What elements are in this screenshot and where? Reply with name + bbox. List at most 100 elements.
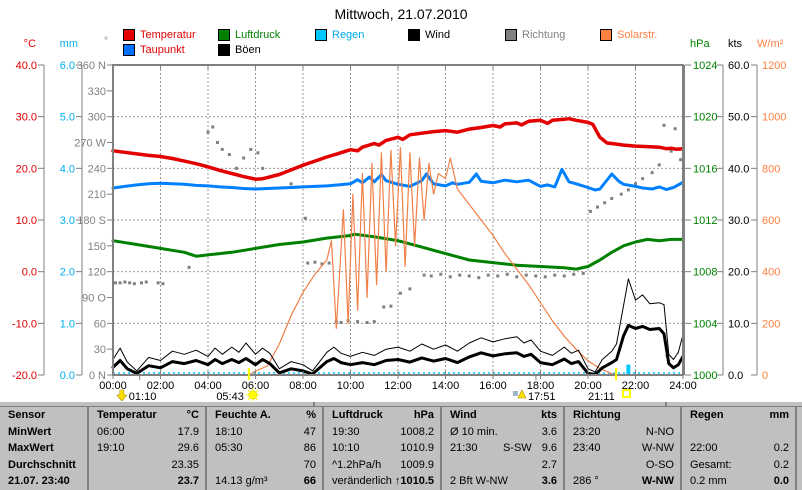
table-cell: 2 Bft W-NW	[450, 475, 508, 488]
table-cell	[690, 424, 789, 440]
rain-tick-label: 0.0	[60, 370, 75, 382]
direction-scatter-point	[662, 123, 666, 127]
pressure-tick-label: 1020	[693, 112, 717, 124]
rain-tick-label: 4.0	[60, 163, 75, 175]
direction-scatter-point	[588, 209, 592, 213]
direction-scatter-point	[123, 280, 127, 284]
table-row: Regen mm	[682, 407, 795, 423]
direction-tick-label: 330	[88, 86, 106, 98]
table-cell: Ø 10 min.	[450, 425, 498, 438]
table-cell: hPa	[413, 409, 434, 421]
direction-scatter-point	[603, 201, 607, 205]
axis-unit-temperature: °C	[23, 38, 36, 50]
direction-scatter-point	[140, 281, 143, 285]
sun-ray	[247, 394, 254, 401]
table-cell: ↑1010.5	[394, 475, 434, 488]
direction-scatter-point	[356, 320, 360, 324]
direction-scatter-point	[581, 271, 585, 275]
direction-tick-label: 30	[94, 344, 106, 356]
table-row: 05:30 86	[207, 440, 322, 456]
table-cell: ^1.2hPa/h	[332, 458, 382, 471]
table-cell: Temperatur	[97, 409, 157, 421]
table-row: Luftdruck hPa	[324, 407, 440, 423]
wind-tick-label: 50.0	[728, 112, 749, 124]
column-regen: Regen mm 22:00 0.2 Gesamt: 0.2 0.2 mm 0.0	[680, 407, 795, 490]
table-cell: Richtung	[573, 409, 621, 421]
axis-unit-rain: mm	[59, 38, 78, 50]
legend-label: Solarstr.	[617, 29, 658, 41]
direction-scatter-point	[216, 141, 219, 144]
direction-scatter-point	[448, 275, 452, 279]
x-axis-label: 14:00	[432, 380, 460, 392]
axis-unit-solar: W/m²	[757, 38, 784, 50]
direction-tick-label: 150	[88, 241, 106, 253]
direction-tick-label: 270 W	[74, 138, 106, 150]
direction-scatter-point	[339, 320, 343, 324]
table-cell: 286 °	[573, 475, 599, 488]
taupunkt-curve	[111, 167, 685, 192]
direction-scatter-point	[303, 216, 307, 220]
table-row: 19:10 29.6	[89, 440, 205, 456]
table-cell: 19:30	[332, 425, 360, 438]
direction-scatter-point	[132, 282, 136, 286]
wind-tick-label: 40.0	[728, 163, 749, 175]
direction-scatter-point	[128, 281, 132, 285]
direction-scatter-point	[422, 273, 426, 277]
x-axis-label: 16:00	[479, 380, 507, 392]
direction-scatter-point	[534, 274, 538, 278]
pressure-tick-label: 1024	[693, 60, 717, 72]
direction-scatter-point	[187, 265, 191, 269]
table-cell: 2.7	[541, 458, 557, 471]
table-row: Ø 10 min. 3.6	[442, 424, 563, 440]
rain-tick-label: 6.0	[60, 60, 75, 72]
x-axis-label: 00:00	[99, 380, 127, 392]
direction-scatter-point	[429, 274, 433, 278]
sun-ray	[252, 394, 259, 401]
legend-item-regen: Regen	[315, 29, 364, 41]
table-row: 23.35	[89, 457, 205, 473]
table-cell: Luftdruck	[332, 409, 383, 421]
table-cell: 0.2	[773, 442, 789, 455]
x-axis-label: 08:00	[289, 380, 317, 392]
temp-tick-label: -10.0	[12, 318, 37, 330]
pressure-tick-label: 1000	[693, 370, 717, 382]
pressure-tick-label: 1008	[693, 267, 717, 279]
splitter-bar	[0, 401, 802, 408]
x-axis-label: 06:00	[242, 380, 270, 392]
direction-scatter-point	[669, 149, 673, 153]
table-row: Richtung	[565, 407, 680, 423]
table-cell: 14.13 g/m³	[215, 475, 268, 488]
rain-bar	[626, 364, 631, 375]
direction-scatter-point	[496, 274, 500, 278]
table-row: 2.7	[442, 457, 563, 473]
direction-scatter-point	[144, 280, 148, 284]
table-cell: veränderlich	[332, 475, 392, 488]
direction-scatter-point	[211, 125, 215, 129]
pressure-tick-label: 1012	[693, 215, 717, 227]
pressure-tick-label: 1016	[693, 163, 717, 175]
sun-ray	[252, 389, 259, 396]
direction-scatter-point	[524, 273, 528, 277]
solar-tick-label: 600	[762, 215, 780, 227]
table-cell: Wind	[450, 409, 477, 421]
sunrise-time-label: 05:43	[216, 391, 244, 403]
direction-scatter-point	[220, 147, 224, 151]
splitter-notch	[665, 402, 667, 408]
direction-scatter-point	[242, 156, 246, 160]
x-axis-label: 12:00	[384, 380, 412, 392]
temp-tick-label: 0.0	[22, 267, 37, 279]
direction-scatter-point	[389, 304, 393, 308]
temp-tick-label: 10.0	[16, 215, 37, 227]
moonrise-icon	[517, 389, 527, 399]
direction-scatter-point	[382, 305, 386, 309]
table-row: 286 ° W-NW	[565, 473, 680, 489]
direction-scatter-point	[313, 260, 317, 264]
table-row: 18:10 47	[207, 424, 322, 440]
sunset-sun-icon	[622, 389, 632, 398]
table-cell	[215, 457, 304, 473]
luftdruck-curve	[111, 232, 685, 271]
table-cell: 05:30	[215, 442, 243, 455]
table-cell: Regen	[690, 409, 724, 421]
table-cell: 23.35	[171, 458, 199, 471]
table-row: Sensor	[0, 407, 87, 423]
